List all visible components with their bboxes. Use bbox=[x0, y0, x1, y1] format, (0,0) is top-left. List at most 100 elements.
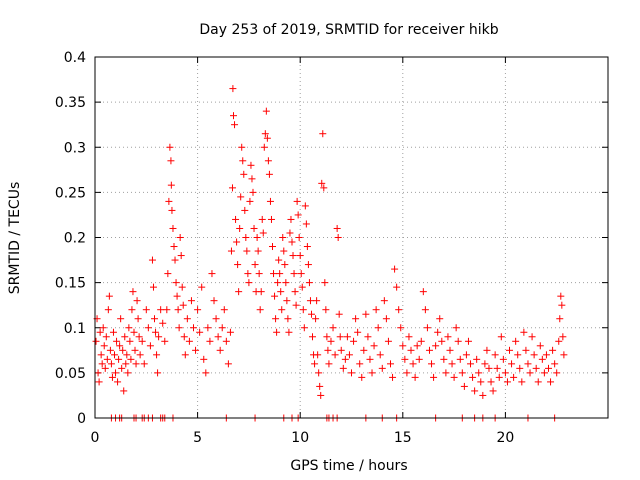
data-point bbox=[356, 360, 364, 368]
data-point bbox=[329, 324, 337, 332]
data-point bbox=[327, 337, 335, 345]
y-tick-label: 0.35 bbox=[55, 95, 86, 111]
x-axis-label: GPS time / hours bbox=[290, 458, 407, 474]
data-point bbox=[287, 215, 295, 223]
data-point bbox=[112, 369, 120, 377]
y-tick-label: 0.15 bbox=[55, 276, 86, 292]
data-point bbox=[462, 351, 470, 359]
data-point bbox=[114, 378, 122, 386]
data-point bbox=[294, 211, 302, 219]
data-point bbox=[316, 382, 324, 390]
data-point bbox=[125, 324, 133, 332]
data-point bbox=[386, 360, 394, 368]
chart-title: Day 253 of 2019, SRMTID for receiver hik… bbox=[199, 22, 498, 38]
data-point bbox=[467, 360, 475, 368]
data-point bbox=[109, 328, 117, 336]
data-point bbox=[337, 346, 345, 354]
x-tick-label: 20 bbox=[496, 430, 514, 446]
data-point bbox=[512, 337, 520, 345]
data-point bbox=[138, 337, 146, 345]
data-point bbox=[135, 333, 143, 341]
data-point bbox=[290, 270, 298, 278]
data-point bbox=[411, 373, 419, 381]
data-point bbox=[136, 351, 144, 359]
data-point bbox=[547, 378, 555, 386]
data-point bbox=[174, 306, 182, 314]
data-point bbox=[119, 346, 127, 354]
data-point bbox=[532, 364, 540, 372]
data-point bbox=[242, 234, 250, 241]
data-point bbox=[391, 265, 399, 273]
data-point bbox=[364, 333, 372, 341]
y-tick-label: 0 bbox=[77, 411, 86, 427]
data-point bbox=[440, 355, 448, 363]
data-point bbox=[110, 351, 118, 359]
data-point bbox=[299, 306, 307, 314]
data-point bbox=[322, 306, 330, 314]
data-point bbox=[481, 360, 489, 368]
data-point bbox=[331, 351, 339, 359]
data-point bbox=[101, 364, 109, 372]
data-point bbox=[171, 256, 179, 264]
data-point bbox=[107, 360, 115, 368]
data-point bbox=[281, 261, 289, 269]
data-point bbox=[300, 324, 308, 332]
data-point bbox=[296, 252, 304, 260]
data-point bbox=[254, 247, 262, 255]
data-point bbox=[497, 333, 505, 341]
data-point bbox=[249, 188, 257, 196]
data-point bbox=[460, 382, 468, 390]
data-point bbox=[115, 355, 123, 363]
data-point bbox=[549, 346, 557, 354]
data-point bbox=[166, 143, 174, 151]
data-point bbox=[553, 369, 561, 377]
data-point bbox=[493, 364, 501, 372]
data-point bbox=[176, 234, 184, 241]
data-point bbox=[315, 369, 323, 377]
x-tick-label: 15 bbox=[394, 430, 412, 446]
data-point bbox=[208, 270, 216, 278]
data-point bbox=[312, 315, 320, 323]
data-point bbox=[540, 369, 548, 377]
data-point bbox=[123, 351, 131, 359]
data-point bbox=[187, 297, 195, 305]
x-tick-label: 5 bbox=[193, 430, 202, 446]
data-point bbox=[181, 351, 189, 359]
data-point bbox=[477, 378, 485, 386]
data-point bbox=[301, 202, 309, 210]
data-point bbox=[368, 369, 376, 377]
data-point bbox=[232, 215, 240, 223]
data-point bbox=[295, 234, 303, 241]
data-point bbox=[96, 328, 104, 336]
data-point bbox=[250, 224, 258, 232]
data-point bbox=[189, 324, 197, 332]
data-point bbox=[179, 301, 187, 309]
data-point bbox=[94, 369, 102, 377]
data-point bbox=[508, 360, 516, 368]
data-point bbox=[334, 234, 342, 241]
data-point bbox=[405, 333, 413, 341]
data-point bbox=[170, 243, 178, 251]
data-point bbox=[432, 342, 440, 350]
data-point bbox=[438, 337, 446, 345]
data-point bbox=[534, 378, 542, 386]
data-point bbox=[309, 333, 317, 341]
data-point bbox=[133, 297, 141, 305]
data-point bbox=[229, 85, 237, 93]
data-point bbox=[442, 369, 450, 377]
data-point bbox=[436, 315, 444, 323]
data-point bbox=[273, 328, 281, 336]
data-point bbox=[450, 373, 458, 381]
data-point bbox=[469, 373, 477, 381]
data-point bbox=[317, 391, 325, 399]
y-tick-label: 0.25 bbox=[55, 185, 86, 201]
data-point bbox=[149, 283, 157, 291]
data-point bbox=[256, 306, 264, 314]
data-point bbox=[333, 224, 341, 232]
data-point bbox=[102, 333, 110, 341]
data-point bbox=[270, 270, 278, 278]
data-point bbox=[284, 315, 292, 323]
data-point bbox=[200, 355, 208, 363]
data-point bbox=[376, 351, 384, 359]
